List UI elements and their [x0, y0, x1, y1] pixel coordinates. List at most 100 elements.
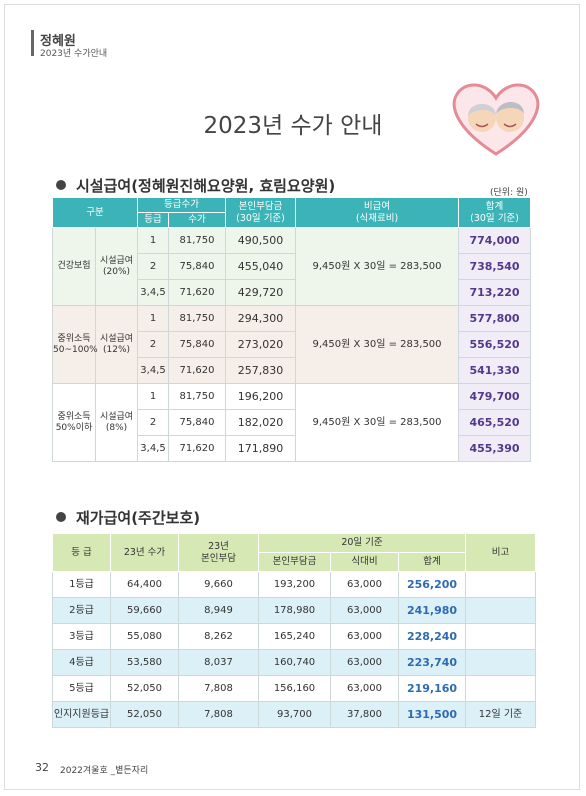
total: 465,520	[458, 409, 532, 436]
fee: 59,660	[110, 597, 179, 624]
header-row: 등급 수가	[53, 212, 531, 228]
data-row: 2 75,840 182,020 465,520	[53, 409, 532, 436]
meal: 63,000	[330, 675, 399, 702]
copay: 182,020	[225, 409, 297, 436]
section-heading: 재가급여(주간보호)	[56, 507, 200, 528]
total: 541,330	[458, 357, 532, 384]
total: 256,200	[397, 571, 467, 598]
grade: 1	[137, 305, 170, 332]
copay: 171,890	[225, 435, 297, 462]
note	[465, 571, 537, 598]
data-row: 1등급 64,400 9,660 193,200 63,000 256,200	[52, 571, 537, 598]
data-row: 4등급 53,580 8,037 160,740 63,000 223,740	[52, 649, 537, 676]
header-row: 본인부담금 식대비 합계	[53, 552, 536, 572]
copay20: 93,700	[258, 701, 331, 728]
grade: 3,4,5	[137, 357, 170, 384]
total: 223,740	[397, 649, 467, 676]
data-row: 중위소득 50~100% 시설급여 (12%) 1 81,750 294,300 9,45…	[52, 305, 532, 384]
total: 577,800	[458, 305, 532, 332]
fee: 75,840	[168, 409, 227, 436]
copay: 196,200	[225, 383, 297, 410]
grade: 2	[137, 409, 170, 436]
data-row: 2 75,840 273,020 556,520	[53, 331, 532, 358]
grade: 1	[137, 383, 170, 410]
fee: 75,840	[168, 253, 227, 280]
fee: 53,580	[110, 649, 179, 676]
group-type: 시설급여 (8%)	[94, 383, 139, 462]
meal: 63,000	[330, 597, 399, 624]
meal: 63,000	[330, 649, 399, 676]
header-row: 등 급 23년 수가 23년 본인부담 20일 기준 비고	[52, 533, 537, 572]
header-cell: 수가	[168, 212, 227, 228]
grade: 3,4,5	[137, 279, 170, 306]
header-cell: 본인부담금	[258, 552, 331, 572]
grade: 3등급	[52, 623, 111, 650]
total: 479,700	[458, 383, 532, 410]
note	[465, 597, 537, 624]
fee: 71,620	[168, 279, 227, 306]
header-cell: 23년 수가	[110, 533, 179, 572]
meal: 63,000	[330, 571, 399, 598]
fee: 64,400	[110, 571, 179, 598]
meal: 37,800	[330, 701, 399, 728]
header-cell: 구분	[51, 197, 139, 228]
fee: 52,050	[110, 675, 179, 702]
total: 738,540	[458, 253, 532, 280]
total: 713,220	[458, 279, 532, 306]
grade: 4등급	[52, 649, 111, 676]
copay: 8,037	[178, 649, 259, 676]
meal: 63,000	[330, 623, 399, 650]
grade: 2등급	[52, 597, 111, 624]
header-subtitle: 2023년 수가안내	[40, 49, 108, 59]
data-row: 3,4,5 71,620 429,720 713,220	[53, 279, 532, 306]
fee: 71,620	[168, 435, 227, 462]
brand: 정혜원	[40, 34, 76, 49]
copay20: 160,740	[258, 649, 331, 676]
group-type: 시설급여 (20%)	[94, 227, 139, 306]
copay: 7,808	[178, 701, 259, 728]
copay: 294,300	[225, 305, 297, 332]
header-cell: 23년 본인부담	[178, 533, 259, 572]
nonpay: 9,450원 X 30일 = 283,500	[295, 305, 460, 384]
issue: 2022겨울호 _볕든자리	[60, 766, 149, 776]
data-row: 3등급 55,080 8,262 165,240 63,000 228,240	[52, 623, 537, 650]
header-cell: 등 급	[52, 533, 111, 572]
grade: 1	[137, 227, 170, 254]
header-cell: 등급수가	[137, 197, 227, 213]
data-row: 건강보험 시설급여 (20%) 1 81,750 490,500 9,450원 X 30일…	[52, 227, 532, 306]
header-cell: 비고	[465, 533, 537, 572]
grade: 2	[137, 253, 170, 280]
fee: 81,750	[168, 383, 227, 410]
note: 12일 기준	[465, 701, 537, 728]
data-row: 인지지원등급 52,050 7,808 93,700 37,800 131,500 12일 …	[52, 701, 537, 728]
total: 228,240	[397, 623, 467, 650]
copay20: 156,160	[258, 675, 331, 702]
copay: 455,040	[225, 253, 297, 280]
title: 2023년 수가 안내	[203, 113, 383, 139]
grade: 3,4,5	[137, 435, 170, 462]
note	[465, 649, 537, 676]
copay: 7,808	[178, 675, 259, 702]
facility-table: 구분 등급수가 본인부담금 (30일 기준) 비급여 (식재료비) 합계 (30일 기준…	[51, 197, 532, 462]
header-cell: 비급여 (식재료비)	[295, 197, 460, 228]
nonpay: 9,450원 X 30일 = 283,500	[295, 383, 460, 462]
copay: 429,720	[225, 279, 297, 306]
group-label: 중위소득 50~100%	[52, 305, 98, 384]
header-cell: 식대비	[330, 552, 399, 572]
header-cell: 등급	[137, 212, 170, 228]
unit-label: (단위: 원)	[490, 188, 528, 198]
header-cell: 합계	[397, 552, 467, 572]
total: 556,520	[458, 331, 532, 358]
header-cell: 본인부담금 (30일 기준)	[225, 197, 297, 228]
fee: 81,750	[168, 305, 227, 332]
copay20: 165,240	[258, 623, 331, 650]
grade: 5등급	[52, 675, 111, 702]
total: 455,390	[458, 435, 532, 462]
data-row: 중위소득 50%이하 시설급여 (8%) 1 81,750 196,200 9,450원 …	[52, 383, 532, 462]
page-number: 32	[35, 761, 49, 774]
copay: 8,262	[178, 623, 259, 650]
total: 774,000	[458, 227, 532, 254]
section-heading: 시설급여(정혜원진해요양원, 효림요양원)	[56, 175, 335, 196]
fee: 71,620	[168, 357, 227, 384]
